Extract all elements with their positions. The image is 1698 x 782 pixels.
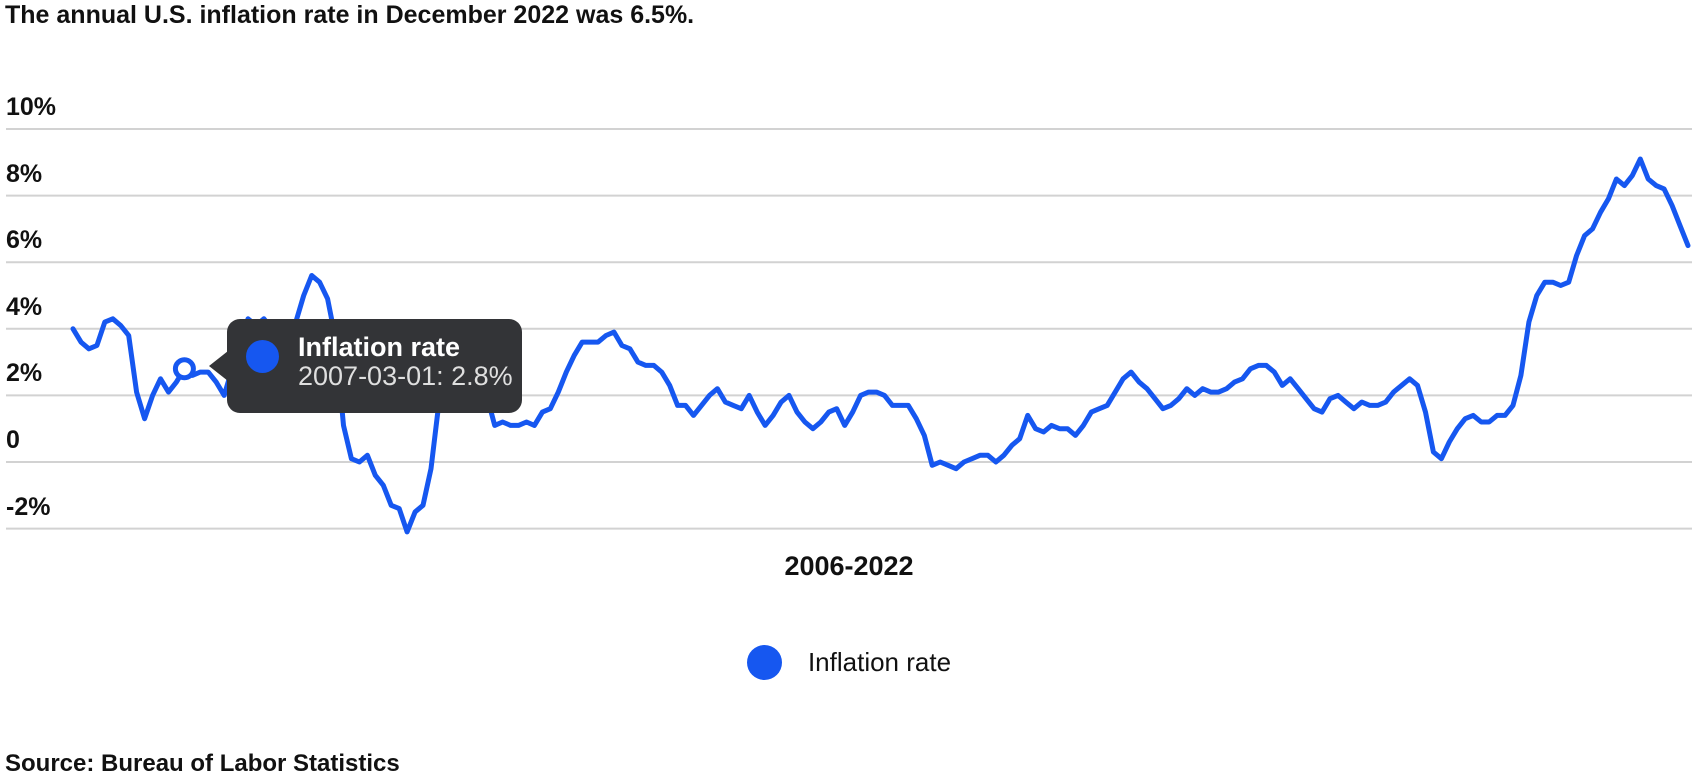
- tooltip-series-name: Inflation rate: [298, 332, 461, 362]
- y-axis-tick-label: 4%: [6, 292, 43, 321]
- tooltip-value: 2007-03-01: 2.8%: [298, 361, 513, 391]
- y-axis-tick-label: 0: [6, 426, 20, 454]
- y-axis-tick-label: 2%: [6, 359, 43, 388]
- y-axis-tick-label: -2%: [6, 492, 51, 521]
- y-axis-tick-label: 8%: [6, 159, 43, 188]
- legend-item-inflation-rate[interactable]: Inflation rate: [746, 644, 952, 680]
- y-axis-tick-label: 6%: [6, 226, 43, 255]
- highlighted-point-marker[interactable]: [172, 357, 196, 381]
- x-axis-label: 2006-2022: [784, 551, 914, 581]
- inflation-line-chart[interactable]: [0, 0, 1698, 560]
- source-attribution: Source: Bureau of Labor Statistics: [5, 750, 400, 777]
- chart-tooltip: Inflation rate 2007-03-01: 2.8%: [209, 319, 522, 413]
- chart-plot-area[interactable]: 10% 8% 6% 4% 2% 0 -2% Inflation rate 2007-03-0…: [0, 0, 1698, 560]
- legend-label: Inflation rate: [807, 646, 952, 677]
- page-title: The annual U.S. inflation rate in Decemb…: [5, 1, 695, 29]
- chart-legend: Inflation rate: [0, 644, 1698, 680]
- series-dot-icon: [246, 340, 279, 373]
- y-axis-tick-label: 10%: [6, 93, 57, 121]
- circle-swatch-icon: [746, 644, 782, 680]
